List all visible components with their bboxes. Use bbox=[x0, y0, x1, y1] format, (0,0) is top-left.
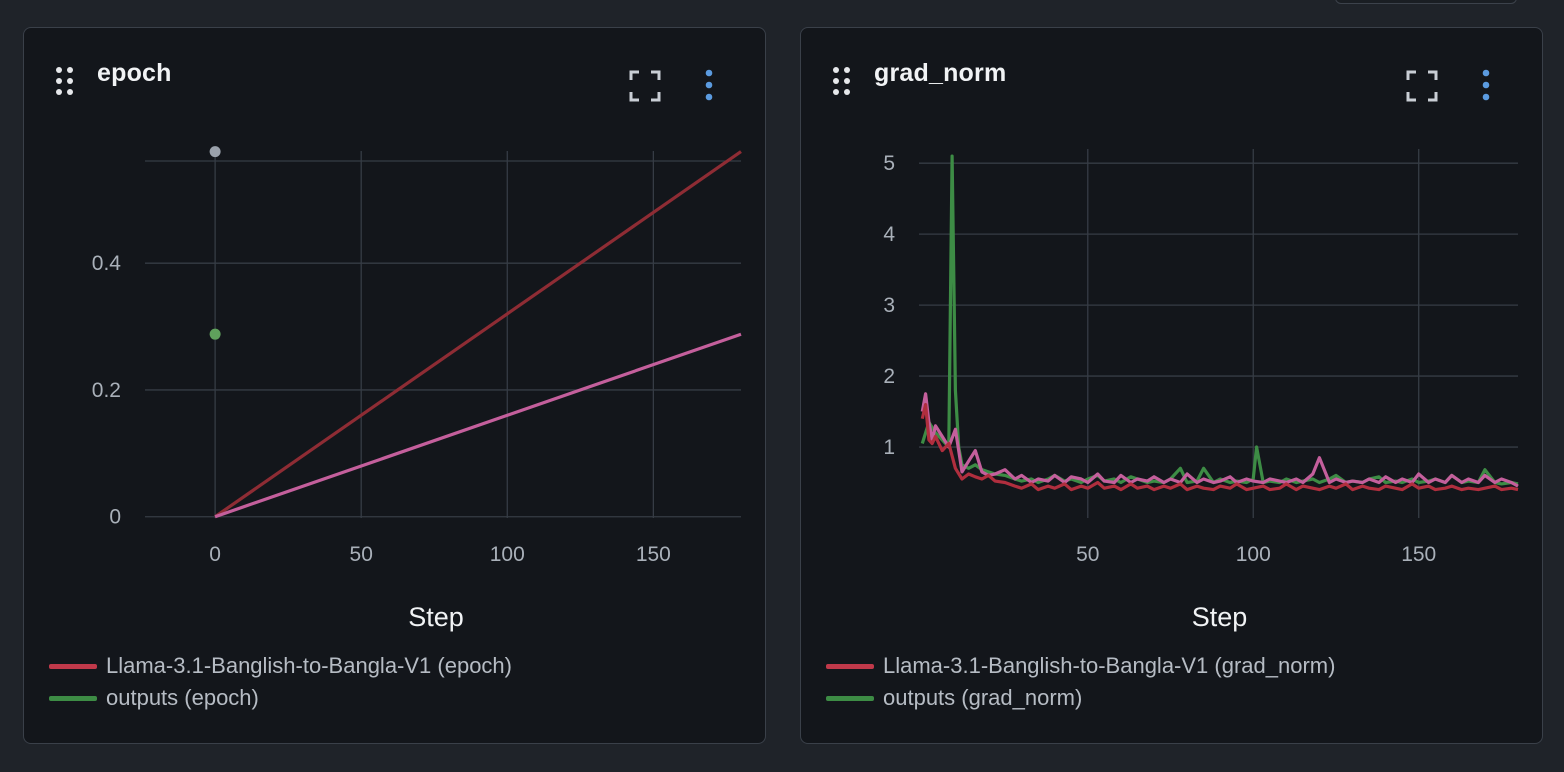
x-tick-label: 100 bbox=[1236, 543, 1271, 566]
x-tick-label: 50 bbox=[1076, 543, 1099, 566]
series-line bbox=[920, 402, 1519, 492]
legend-label: outputs (grad_norm) bbox=[883, 685, 1083, 710]
top-toolbar-edge bbox=[1335, 0, 1517, 4]
y-tick-label: 5 bbox=[883, 152, 895, 175]
legend-label: Llama-3.1-Banglish-to-Bangla-V1 (grad_no… bbox=[883, 653, 1336, 678]
plot-area: 50 100 150 1 2 3 4 5 Step bbox=[883, 149, 1519, 632]
y-tick-label: 4 bbox=[883, 223, 895, 246]
y-tick-label: 0.4 bbox=[92, 252, 122, 275]
x-tick-label: 0 bbox=[209, 543, 221, 566]
x-tick-label: 150 bbox=[1401, 543, 1436, 566]
chart-epoch: 0 50 100 150 0 0.2 0.4 Step bbox=[92, 146, 742, 632]
legend-item[interactable]: outputs (epoch) bbox=[49, 682, 512, 714]
x-tick-label: 100 bbox=[490, 543, 525, 566]
series-line bbox=[214, 332, 742, 519]
legend-item[interactable]: outputs (grad_norm) bbox=[826, 682, 1335, 714]
chart-panel-epoch: 0 50 100 150 0 0.2 0.4 Step epoch Llama-3.1-Ban… bbox=[23, 27, 766, 744]
chart-legend: Llama-3.1-Banglish-to-Bangla-V1 (epoch) … bbox=[49, 650, 512, 714]
legend-swatch bbox=[49, 663, 97, 669]
legend-item[interactable]: Llama-3.1-Banglish-to-Bangla-V1 (grad_no… bbox=[826, 650, 1335, 682]
expand-icon[interactable] bbox=[627, 68, 663, 104]
vertical-dots-icon[interactable] bbox=[1473, 68, 1499, 104]
legend-swatch bbox=[826, 663, 874, 669]
data-point bbox=[209, 328, 221, 340]
y-tick-label: 0 bbox=[109, 506, 121, 529]
x-tick-label: 150 bbox=[636, 543, 671, 566]
chart-grad-norm: 50 100 150 1 2 3 4 5 Step bbox=[883, 149, 1519, 632]
y-tick-label: 1 bbox=[883, 436, 895, 459]
drag-handle-icon[interactable] bbox=[54, 66, 76, 96]
chart-legend: Llama-3.1-Banglish-to-Bangla-V1 (grad_no… bbox=[826, 650, 1335, 714]
y-tick-label: 0.2 bbox=[92, 379, 121, 402]
x-axis-label: Step bbox=[1192, 602, 1248, 632]
drag-handle-icon[interactable] bbox=[831, 66, 853, 96]
x-axis-label: Step bbox=[408, 602, 464, 632]
data-point bbox=[209, 146, 221, 158]
panel-title: grad_norm bbox=[874, 59, 1007, 87]
panel-title: epoch bbox=[97, 59, 172, 87]
legend-label: outputs (epoch) bbox=[106, 685, 259, 710]
legend-item[interactable]: Llama-3.1-Banglish-to-Bangla-V1 (epoch) bbox=[49, 650, 512, 682]
legend-swatch bbox=[49, 695, 97, 701]
plot-area: 0 50 100 150 0 0.2 0.4 Step bbox=[92, 146, 742, 632]
x-tick-label: 50 bbox=[350, 543, 373, 566]
series-line bbox=[920, 392, 1519, 488]
chart-panel-grad-norm: 50 100 150 1 2 3 4 5 Step grad_norm Llama-3.1-Ba… bbox=[800, 27, 1543, 744]
series-line bbox=[920, 154, 1519, 486]
expand-icon[interactable] bbox=[1404, 68, 1440, 104]
vertical-dots-icon[interactable] bbox=[696, 68, 722, 104]
y-tick-label: 3 bbox=[883, 294, 895, 317]
y-tick-label: 2 bbox=[883, 365, 895, 388]
legend-swatch bbox=[826, 695, 874, 701]
legend-label: Llama-3.1-Banglish-to-Bangla-V1 (epoch) bbox=[106, 653, 512, 678]
series-line bbox=[214, 150, 742, 519]
